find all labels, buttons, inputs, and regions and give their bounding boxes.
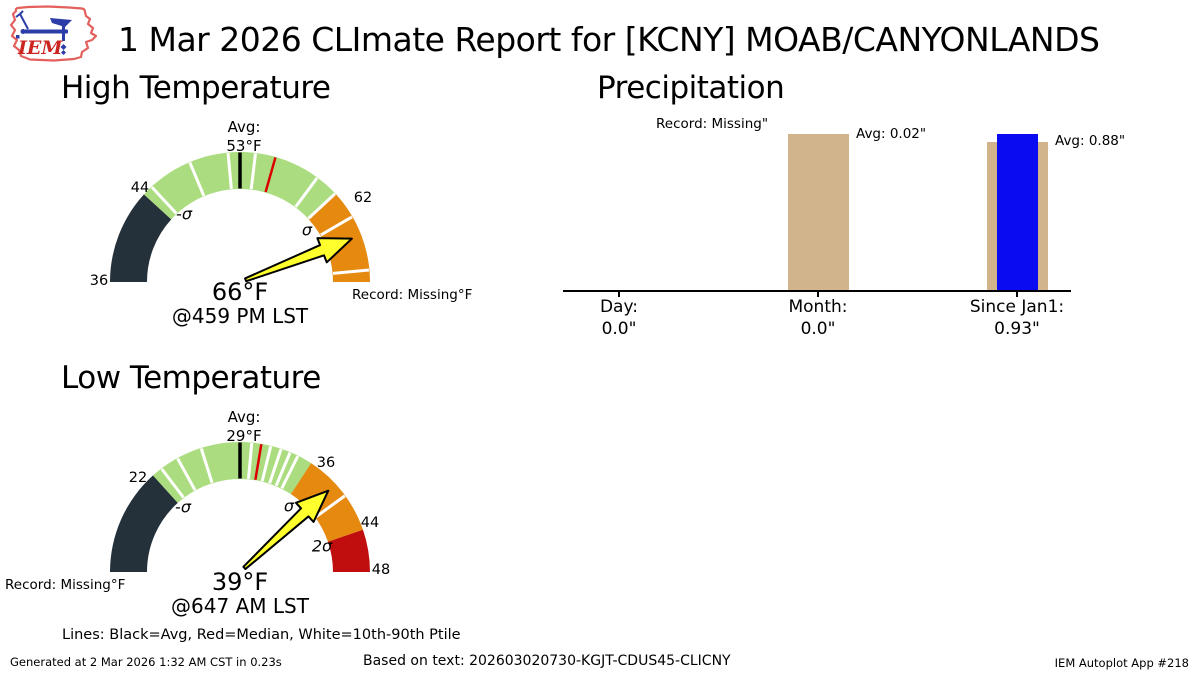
wind-vane-icon (15, 10, 72, 55)
low-sigma-plus-symbol: σ (283, 496, 295, 516)
precip-jan1-avg-note: Avg: 0.88" (1055, 133, 1126, 149)
percentile-tick (249, 153, 258, 190)
precip-jan1-value: 0.93" (994, 318, 1040, 339)
footer-generated: Generated at 2 Mar 2026 1:32 AM CST in 0… (10, 655, 282, 669)
high-sigma-plus-value: 62 (353, 190, 373, 206)
iem-logo-text: IEM (17, 37, 63, 59)
high-sigma-minus-value: 44 (130, 180, 150, 196)
page-title: 1 Mar 2026 CLImate Report for [KCNY] MOA… (118, 20, 1100, 59)
precip-avg-bar-month (787, 134, 849, 291)
high-sigma-plus-symbol: σ (301, 220, 313, 240)
precip-axis-tick-month (817, 292, 819, 297)
precip-day-label: Day: (599, 297, 639, 317)
high-temperature-heading: High Temperature (61, 70, 331, 106)
precip-x-axis (563, 290, 1071, 292)
percentile-tick (294, 177, 319, 208)
precip-actual-bar-jan1 (996, 134, 1038, 291)
gauge-segment-slate (110, 194, 172, 282)
low-max-value: 48 (371, 562, 391, 578)
median-tick (254, 444, 263, 480)
low-two-sigma-symbol: 2σ (311, 536, 333, 556)
percentile-tick (176, 457, 197, 491)
percentile-tick (160, 467, 185, 499)
low-observed-time: @647 AM LST (171, 594, 309, 618)
gauge-segment-red (327, 529, 370, 572)
high-observed-time: @459 PM LST (171, 304, 309, 328)
percentile-tick (314, 494, 346, 519)
gauge-segment-green (153, 442, 312, 503)
gauge-segment-orange (290, 463, 363, 542)
percentile-tick (226, 152, 233, 190)
high-record-note: Record: Missing°F (352, 287, 473, 303)
percentile-tick (260, 445, 273, 482)
precipitation-heading: Precipitation (597, 70, 785, 106)
gauge-lines-legend: Lines: Black=Avg, Red=Median, White=10th… (62, 627, 461, 643)
percentile-tick (150, 186, 178, 215)
high-sigma-minus-symbol: -σ (176, 204, 192, 224)
high-avg-value: 53°F (226, 137, 262, 155)
precip-category-jan1: Since Jan1: 0.93" (970, 297, 1064, 340)
high-min-value: 36 (89, 273, 109, 289)
percentile-tick (199, 447, 214, 484)
gauge-needle (244, 237, 353, 283)
high-avg-label: Avg: 53°F (226, 118, 261, 156)
precip-category-month: Month: 0.0" (788, 297, 847, 340)
high-temperature-gauge (110, 152, 370, 283)
low-sigma-minus-symbol: -σ (175, 497, 191, 517)
gauge-segment-slate (110, 475, 178, 572)
precip-record-note: Record: Missing" (656, 116, 769, 132)
low-observed-value: 39°F (211, 568, 269, 596)
percentile-tick (307, 192, 336, 220)
percentile-tick (320, 215, 353, 237)
percentile-tick (332, 268, 370, 275)
precip-axis-tick-day (618, 292, 620, 297)
low-temperature-gauge (110, 442, 370, 572)
low-record-note: Record: Missing°F (5, 577, 126, 593)
precip-month-value: 0.0" (800, 318, 836, 339)
percentile-tick (280, 455, 300, 490)
footer-based-on: Based on text: 202603020730-KGJT-CDUS45-… (363, 653, 731, 669)
low-avg-caption: Avg: (227, 408, 261, 426)
precip-month-label: Month: (788, 297, 848, 317)
precip-category-day: Day: 0.0" (600, 297, 638, 340)
median-tick (264, 157, 277, 193)
iem-logo: IEM (9, 5, 98, 62)
precip-jan1-label: Since Jan1: (969, 297, 1065, 317)
percentile-tick (246, 442, 254, 480)
high-observed-value: 66°F (211, 278, 269, 306)
low-sigma-minus-value: 22 (128, 470, 148, 486)
precip-day-value: 0.0" (601, 318, 637, 339)
footer-app-id: IEM Autoplot App #218 (1054, 656, 1189, 670)
gauge-needle (242, 489, 330, 571)
low-sigma-plus-value: 36 (316, 455, 336, 471)
low-avg-value: 29°F (226, 427, 262, 445)
precip-month-avg-note: Avg: 0.02" (856, 126, 927, 142)
low-temperature-heading: Low Temperature (61, 360, 321, 396)
high-avg-caption: Avg: (227, 118, 261, 136)
percentile-tick (188, 162, 206, 197)
low-two-sigma-value: 44 (360, 515, 380, 531)
percentile-tick (274, 451, 292, 487)
percentile-tick (268, 448, 283, 484)
precip-axis-tick-jan1 (1016, 292, 1018, 297)
low-avg-label: Avg: 29°F (226, 408, 261, 446)
